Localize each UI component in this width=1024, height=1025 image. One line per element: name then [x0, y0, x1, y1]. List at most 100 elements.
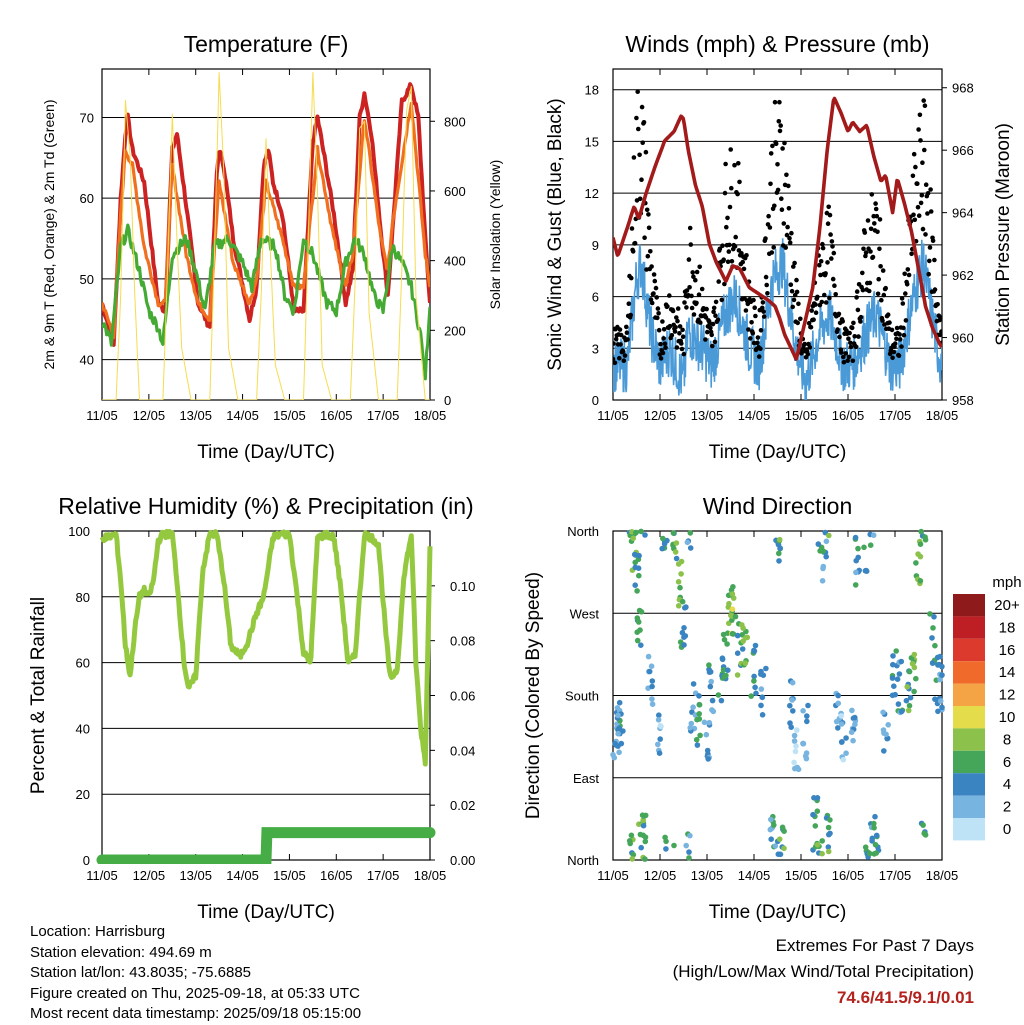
direction-point — [815, 541, 822, 547]
gust-point — [875, 291, 881, 297]
direction-point — [763, 665, 769, 672]
gust-point — [760, 305, 765, 311]
legend-label: 8 — [1003, 731, 1011, 748]
gust-point — [858, 319, 863, 324]
gust-point — [684, 305, 689, 310]
recent-text: Most recent data timestamp: 2025/09/18 0… — [30, 1005, 362, 1022]
direction-point — [777, 851, 784, 858]
gust-point — [897, 337, 903, 342]
direction-point — [724, 641, 730, 647]
location-text: Location: Harrisburg — [30, 923, 166, 940]
gust-point — [674, 345, 680, 350]
gust-point — [665, 304, 670, 309]
direction-point — [921, 830, 927, 837]
x-tick-label: 13/05 — [691, 408, 724, 423]
y-tick-label: 0 — [83, 853, 90, 868]
gust-point — [922, 147, 927, 153]
gust-point — [878, 264, 883, 269]
gust-point — [639, 177, 644, 182]
gust-point — [658, 356, 664, 361]
x-tick-label: 18/05 — [414, 868, 447, 883]
gust-point — [755, 335, 761, 340]
direction-point — [630, 535, 636, 542]
direction-point — [870, 532, 877, 538]
gust-point — [923, 182, 929, 187]
direction-point — [819, 838, 825, 844]
gust-point — [832, 283, 837, 289]
direction-point — [677, 584, 683, 591]
gust-point — [761, 309, 766, 314]
gust-point — [720, 243, 725, 248]
direction-point — [929, 660, 936, 666]
direction-point — [732, 613, 739, 620]
direction-point — [835, 700, 842, 707]
gust-point — [677, 331, 682, 336]
direction-point — [715, 692, 722, 698]
direction-point — [794, 727, 800, 733]
direction-point — [636, 552, 642, 559]
direction-point — [649, 678, 656, 684]
gust-point — [711, 309, 716, 315]
x-tick-label: 16/05 — [832, 408, 865, 423]
gust-point — [705, 329, 710, 335]
direction-point — [905, 707, 912, 714]
direction-point — [734, 650, 741, 656]
legend-swatch — [953, 638, 985, 662]
gust-point — [735, 191, 740, 197]
gust-point — [721, 257, 726, 263]
plot-frame — [612, 68, 943, 401]
gust-point — [682, 300, 687, 305]
x-tick-label: 17/05 — [879, 868, 912, 883]
direction-point — [633, 529, 639, 536]
gust-point — [901, 332, 907, 338]
direction-point — [694, 716, 700, 723]
gust-point — [775, 162, 780, 167]
gust-point — [787, 235, 792, 241]
x-tick-label: 14/05 — [226, 408, 259, 423]
direction-point — [881, 748, 887, 754]
gust-point — [841, 359, 847, 365]
gust-point — [780, 146, 785, 151]
legend-swatch — [953, 594, 985, 617]
x-tick-label: 14/05 — [226, 868, 259, 883]
direction-point — [781, 845, 787, 852]
direction-point — [810, 811, 816, 818]
gust-point — [670, 308, 676, 314]
direction-point — [871, 825, 877, 831]
direction-point — [833, 718, 840, 725]
gust-point — [726, 249, 732, 254]
gust-point — [899, 296, 905, 301]
y-tick-label: 12 — [585, 186, 599, 201]
gust-point — [766, 213, 771, 219]
y-right-axis-label: Station Pressure (Maroon) — [993, 123, 1014, 346]
direction-point — [681, 625, 687, 631]
gust-point — [725, 259, 731, 265]
gust-point — [862, 230, 868, 235]
direction-point — [911, 688, 917, 695]
gust-point — [846, 336, 851, 342]
gust-point — [652, 278, 658, 284]
extremes-box: Extremes For Past 7 Days (High/Low/Max W… — [673, 933, 974, 1011]
chart-title: Temperature (F) — [184, 31, 349, 57]
direction-point — [852, 534, 859, 541]
gust-point — [667, 293, 672, 298]
direction-point — [729, 606, 736, 612]
y-right-tick-label: 0.08 — [450, 634, 475, 649]
gust-point — [691, 312, 697, 317]
direction-point — [663, 838, 669, 845]
gust-point — [792, 260, 797, 266]
gust-point — [697, 264, 702, 270]
gust-point — [877, 246, 882, 252]
direction-point — [937, 676, 943, 683]
direction-point — [615, 730, 621, 737]
x-tick-label: 12/05 — [133, 408, 166, 423]
gust-point — [794, 277, 799, 283]
y-tick-label: 3 — [592, 341, 599, 356]
gust-point — [648, 249, 653, 254]
direction-point — [758, 686, 765, 692]
gust-point — [698, 320, 703, 325]
direction-point — [758, 702, 764, 709]
x-tick-label: 12/05 — [133, 868, 166, 883]
gust-point — [750, 331, 756, 336]
